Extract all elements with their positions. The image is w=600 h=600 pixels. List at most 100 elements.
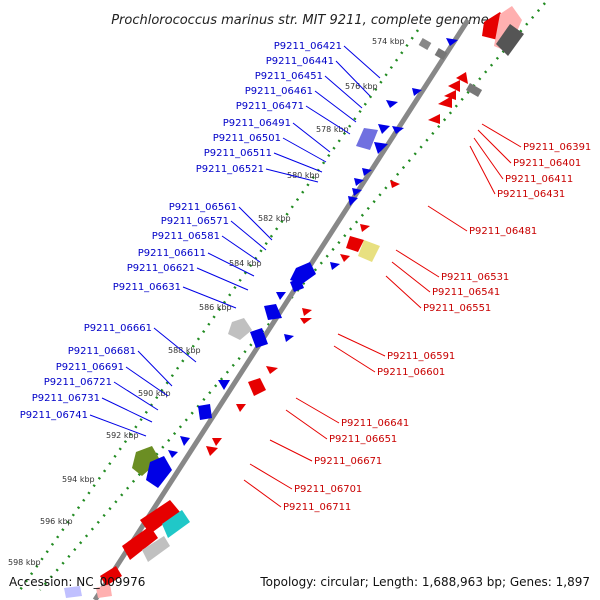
map-title: Prochlorococcus marinus str. MIT 9211, c… [111, 13, 489, 28]
feature-block [122, 526, 158, 560]
leader-line [89, 414, 147, 437]
gene-label-reverse[interactable]: P9211_06531 [441, 272, 509, 283]
feature-block [358, 240, 380, 262]
leader-line [477, 129, 512, 164]
gene-label-forward[interactable]: P9211_06441 [266, 56, 334, 67]
gene-label-forward[interactable]: P9211_06521 [196, 164, 264, 175]
leader-line [196, 267, 249, 291]
gene-label-forward[interactable]: P9211_06611 [138, 248, 206, 259]
feature-block [140, 500, 180, 534]
feature-arrow [386, 100, 398, 108]
feature-arrow [302, 308, 312, 316]
gene-label-forward[interactable]: P9211_06511 [204, 148, 272, 159]
feature-arrow [340, 254, 350, 262]
gene-label-forward[interactable]: P9211_06461 [245, 86, 313, 97]
gene-label-forward[interactable]: P9211_06691 [56, 362, 124, 373]
feature-block [198, 404, 212, 420]
feature-block [100, 566, 122, 586]
gene-label-forward[interactable]: P9211_06631 [113, 282, 181, 293]
gene-label-reverse[interactable]: P9211_06651 [329, 434, 397, 445]
leader-line [230, 220, 267, 251]
leader-line [427, 205, 468, 232]
gene-label-forward[interactable]: P9211_06421 [274, 41, 342, 52]
feature-block [132, 446, 160, 476]
feature-arrow [218, 380, 230, 390]
tick-label: 598 kbp [8, 558, 41, 567]
tick-label: 584 kbp [229, 259, 262, 268]
gene-label-reverse[interactable]: P9211_06481 [469, 226, 537, 237]
tick-label: 596 kbp [40, 517, 73, 526]
feature-arrow [412, 88, 422, 96]
tick-label: 590 kbp [138, 389, 171, 398]
gene-label-forward[interactable]: P9211_06741 [20, 410, 88, 421]
feature-block [142, 536, 170, 562]
feature-block [346, 236, 364, 252]
feature-block [264, 304, 282, 320]
feature-arrow [348, 196, 358, 206]
gene-label-reverse[interactable]: P9211_06391 [523, 142, 591, 153]
leader-line [137, 350, 173, 387]
gene-label-forward[interactable]: P9211_06561 [169, 202, 237, 213]
leader-line [285, 409, 328, 440]
gene-label-reverse[interactable]: P9211_06601 [377, 367, 445, 378]
feature-arrow [284, 334, 294, 342]
gene-label-reverse[interactable]: P9211_06671 [314, 456, 382, 467]
feature-block [465, 83, 483, 97]
feature-arrow [206, 446, 218, 456]
gene-label-reverse[interactable]: P9211_06411 [505, 174, 573, 185]
feature-arrow [360, 224, 370, 232]
gene-label-reverse[interactable]: P9211_06711 [283, 502, 351, 513]
leader-line [273, 152, 323, 173]
feature-arrow [456, 72, 468, 84]
feature-arrow [446, 38, 458, 46]
gene-label-forward[interactable]: P9211_06571 [161, 216, 229, 227]
gene-label-forward[interactable]: P9211_06661 [84, 323, 152, 334]
gene-label-reverse[interactable]: P9211_06431 [497, 189, 565, 200]
feature-block [228, 318, 252, 340]
gene-label-reverse[interactable]: P9211_06701 [294, 484, 362, 495]
feature-arrow [354, 178, 364, 186]
genome-summary: Topology: circular; Length: 1,688,963 bp… [260, 575, 590, 589]
gene-label-reverse[interactable]: P9211_06551 [423, 303, 491, 314]
inner-dotted-track [18, 29, 420, 591]
gene-label-forward[interactable]: P9211_06471 [236, 101, 304, 112]
gene-label-reverse[interactable]: P9211_06541 [432, 287, 500, 298]
gene-label-reverse[interactable]: P9211_06591 [387, 351, 455, 362]
tick-label: 586 kbp [199, 303, 232, 312]
gene-label-forward[interactable]: P9211_06581 [152, 231, 220, 242]
gene-label-forward[interactable]: P9211_06621 [127, 263, 195, 274]
leader-line [243, 479, 282, 508]
feature-arrow [266, 366, 278, 374]
leader-line [481, 123, 522, 148]
gene-features [64, 6, 524, 598]
leader-line [269, 439, 313, 462]
gene-label-forward[interactable]: P9211_06721 [44, 377, 112, 388]
gene-label-forward[interactable]: P9211_06491 [223, 118, 291, 129]
gene-label-forward[interactable]: P9211_06681 [68, 346, 136, 357]
leader-line [182, 286, 237, 309]
feature-block [290, 278, 304, 292]
leader-line [469, 145, 496, 195]
feature-arrow [374, 142, 388, 154]
gene-label-forward[interactable]: P9211_06451 [255, 71, 323, 82]
leader-line [295, 397, 340, 424]
leader-line [265, 168, 319, 183]
gene-label-forward[interactable]: P9211_06731 [32, 393, 100, 404]
leader-line [101, 397, 153, 423]
feature-block [162, 510, 190, 538]
leader-line [113, 381, 159, 411]
feature-arrow [180, 436, 190, 446]
gene-label-reverse[interactable]: P9211_06641 [341, 418, 409, 429]
leader-line [221, 235, 261, 263]
reverse-gene-labels: P9211_06391 P9211_06401 P9211_06411 P9211_0… [283, 142, 591, 513]
gene-label-reverse[interactable]: P9211_06401 [513, 158, 581, 169]
gene-label-forward[interactable]: P9211_06501 [213, 133, 281, 144]
leader-line [305, 105, 351, 135]
leader-line [343, 45, 381, 79]
tick-label: 578 kbp [316, 125, 349, 134]
leader-line [249, 463, 293, 490]
feature-arrow [392, 126, 404, 134]
feature-arrow [352, 188, 362, 196]
tick-label: 594 kbp [62, 475, 95, 484]
